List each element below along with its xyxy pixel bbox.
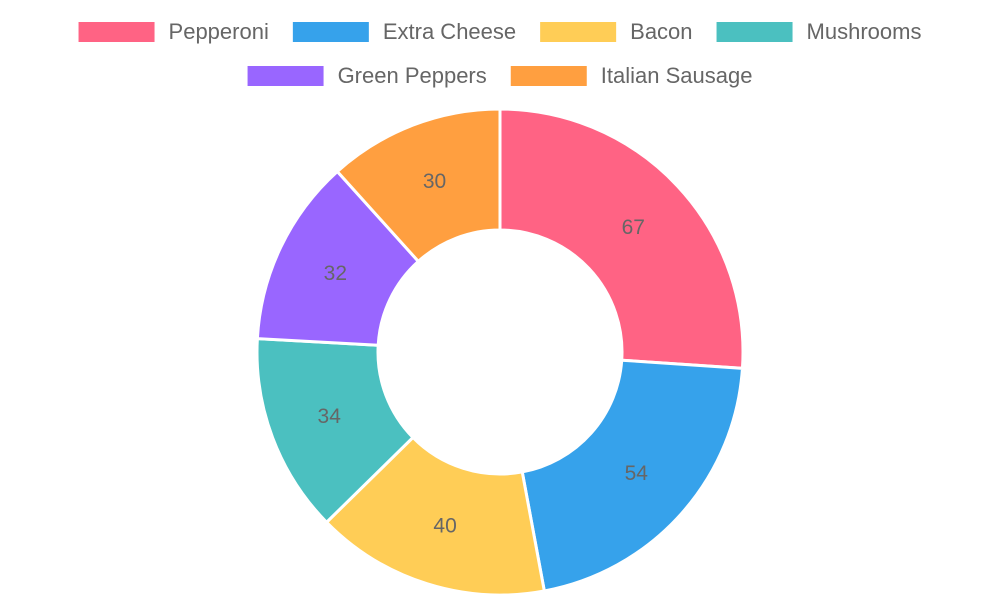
value-label: 40: [433, 515, 456, 538]
legend-item: Extra Cheese: [292, 19, 516, 44]
value-label: 32: [324, 262, 347, 285]
doughnut-slice: [324, 435, 547, 597]
value-label: 34: [318, 405, 342, 428]
legend-label: Extra Cheese: [383, 19, 516, 44]
legend-item: Bacon: [540, 19, 693, 44]
legend-swatch: [716, 22, 793, 42]
value-label: 30: [423, 170, 446, 193]
doughnut-slice: [335, 107, 502, 264]
value-label: 54: [625, 462, 649, 485]
legend-label: Green Peppers: [338, 63, 487, 88]
doughnut-slice: [520, 358, 745, 593]
legend-item: Green Peppers: [247, 63, 487, 88]
value-label: 67: [622, 216, 645, 239]
legend-item: Pepperoni: [78, 19, 269, 44]
legend-item: Italian Sausage: [510, 63, 753, 88]
legend-label: Pepperoni: [169, 19, 269, 44]
legend-swatch: [292, 22, 369, 42]
legend-swatch: [247, 66, 324, 86]
legend-swatch: [540, 22, 617, 42]
legend-label: Bacon: [630, 19, 692, 44]
legend-swatch: [510, 66, 587, 86]
legend-swatch: [78, 22, 155, 42]
legend-label: Mushrooms: [807, 19, 922, 44]
doughnut-slice: [498, 107, 745, 370]
legend-label: Italian Sausage: [601, 63, 753, 88]
legend-item: Mushrooms: [716, 19, 922, 44]
